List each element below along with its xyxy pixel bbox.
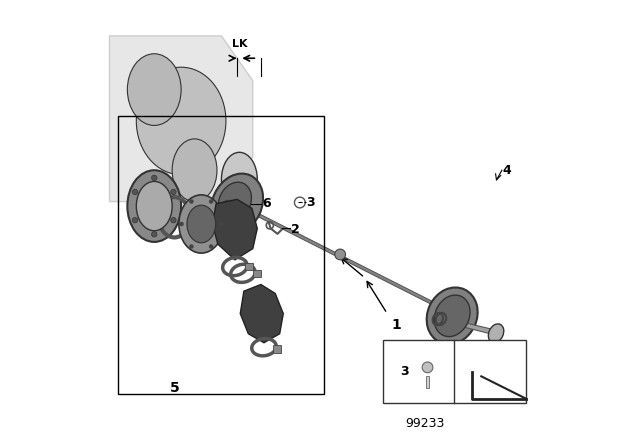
Circle shape — [132, 189, 138, 194]
Ellipse shape — [127, 54, 181, 125]
Circle shape — [209, 199, 213, 204]
Text: 5: 5 — [170, 380, 179, 395]
Circle shape — [209, 244, 213, 249]
Ellipse shape — [211, 173, 263, 234]
Bar — [244, 263, 253, 270]
Bar — [118, 116, 324, 394]
Polygon shape — [212, 199, 257, 260]
Circle shape — [152, 175, 157, 181]
Text: LK: LK — [232, 39, 247, 49]
Text: 1: 1 — [392, 318, 401, 332]
Bar — [426, 376, 429, 388]
Ellipse shape — [427, 288, 477, 344]
Ellipse shape — [488, 324, 504, 343]
Circle shape — [219, 222, 223, 226]
Text: 3: 3 — [307, 196, 315, 209]
Ellipse shape — [179, 195, 224, 253]
Circle shape — [171, 218, 176, 223]
Bar — [273, 345, 281, 353]
Polygon shape — [239, 204, 436, 307]
Ellipse shape — [172, 139, 217, 202]
Bar — [383, 340, 526, 403]
Circle shape — [132, 218, 138, 223]
Circle shape — [335, 249, 346, 260]
Circle shape — [189, 244, 194, 249]
Circle shape — [422, 362, 433, 373]
Text: 6: 6 — [262, 197, 270, 211]
Polygon shape — [220, 197, 239, 217]
Ellipse shape — [127, 170, 181, 242]
Ellipse shape — [218, 182, 252, 221]
Ellipse shape — [136, 67, 226, 175]
Circle shape — [152, 232, 157, 237]
Text: 99233: 99233 — [406, 417, 445, 430]
Text: 3: 3 — [401, 365, 409, 379]
Circle shape — [179, 222, 184, 226]
Circle shape — [171, 189, 176, 194]
Polygon shape — [433, 309, 454, 326]
Circle shape — [189, 199, 194, 204]
Polygon shape — [466, 323, 493, 334]
Ellipse shape — [187, 205, 216, 243]
Ellipse shape — [435, 295, 470, 336]
Ellipse shape — [221, 152, 257, 206]
Polygon shape — [109, 36, 253, 202]
Ellipse shape — [136, 181, 172, 231]
Text: 4: 4 — [503, 164, 511, 177]
Polygon shape — [240, 284, 284, 343]
Text: 2: 2 — [291, 223, 300, 236]
Circle shape — [294, 197, 305, 208]
Bar — [253, 270, 261, 277]
